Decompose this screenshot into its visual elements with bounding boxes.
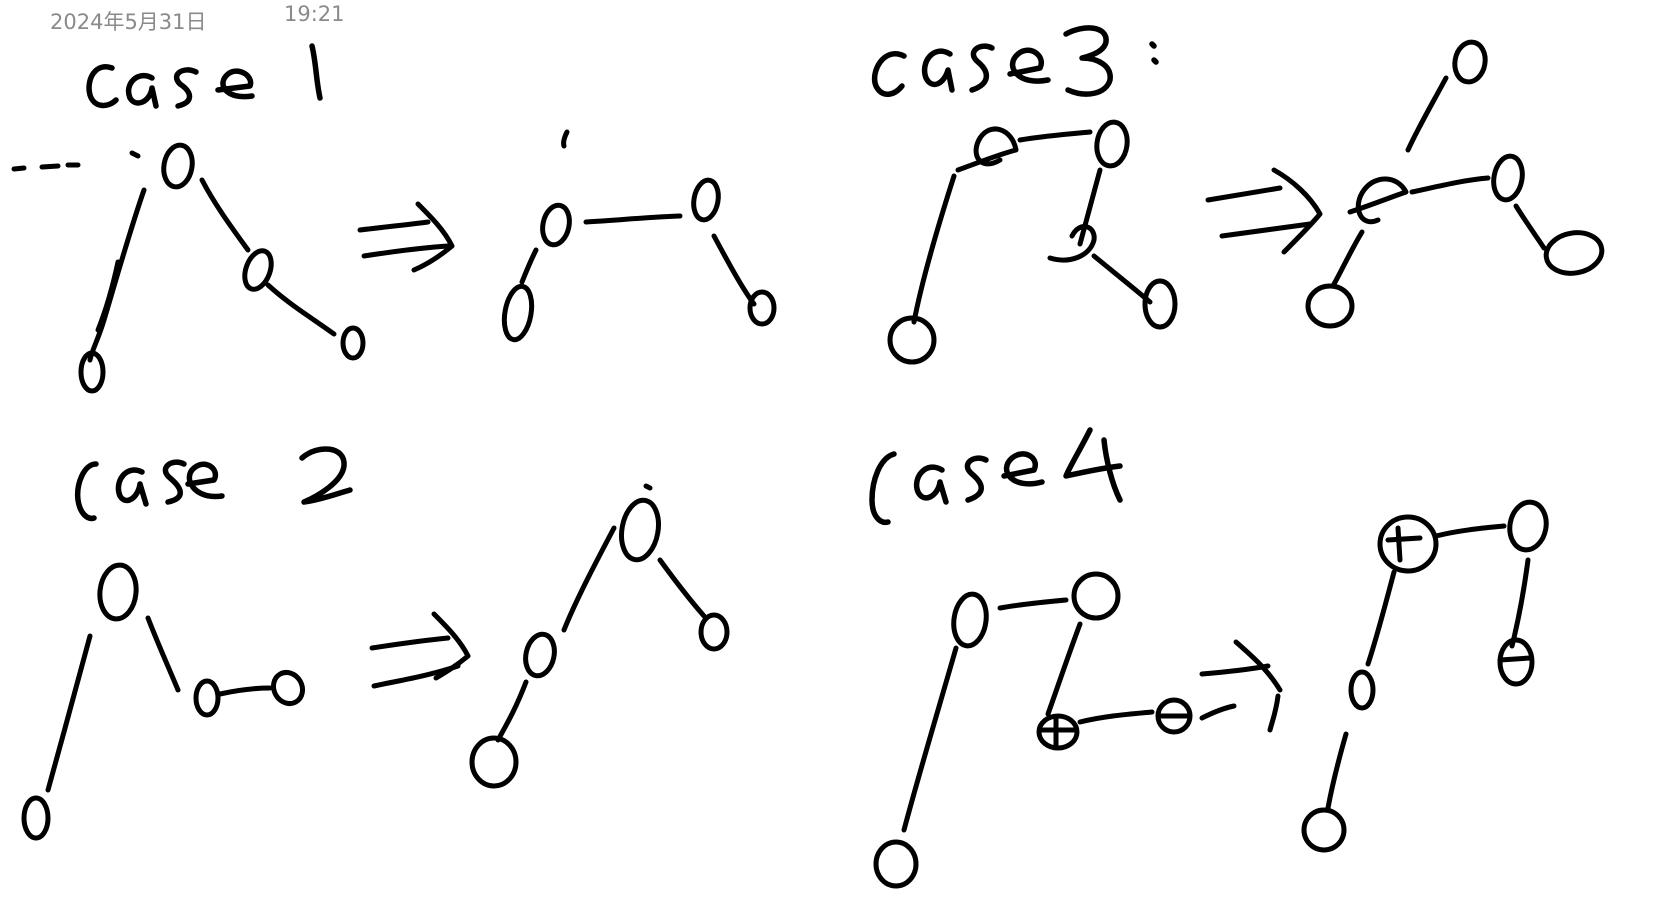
case-3-tree-after [1305, 39, 1605, 329]
case-3-tree-before [887, 119, 1178, 365]
note-time: 19:21 [284, 2, 345, 26]
case-1-tree-after [501, 129, 777, 343]
case-1-arrow [357, 201, 455, 273]
case-2-arrow [369, 611, 471, 689]
case-1-label [86, 43, 323, 109]
note-date: 2024年5月31日 [50, 10, 207, 34]
case-3-label [871, 25, 1159, 97]
case-2-tree-after [469, 483, 730, 789]
case-1-group [11, 43, 777, 394]
case-4-tree-after [1301, 499, 1549, 853]
case-4-label [869, 427, 1123, 526]
case-4-group [869, 427, 1549, 889]
case-2-tree-before [21, 562, 306, 841]
case-1-tree-before [11, 142, 366, 394]
case-3-arrow [1205, 167, 1323, 255]
case-2-group [21, 446, 730, 841]
case-2-label [74, 446, 353, 522]
case-4-arrow [1199, 639, 1283, 733]
case-4-tree-before [873, 571, 1237, 889]
case-3-group [871, 25, 1605, 365]
